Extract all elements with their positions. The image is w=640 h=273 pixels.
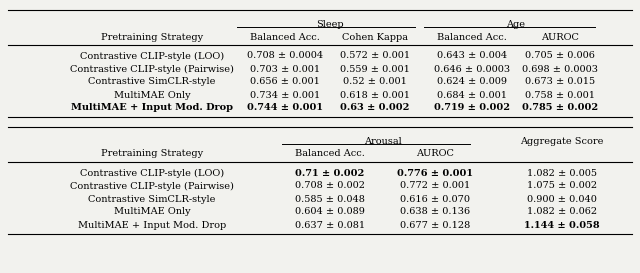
Text: 0.785 ± 0.002: 0.785 ± 0.002 <box>522 103 598 112</box>
Text: 0.772 ± 0.001: 0.772 ± 0.001 <box>400 182 470 191</box>
Text: 0.559 ± 0.001: 0.559 ± 0.001 <box>340 64 410 73</box>
Text: Contrastive CLIP-style (Pairwise): Contrastive CLIP-style (Pairwise) <box>70 182 234 191</box>
Text: Contrastive CLIP-style (LOO): Contrastive CLIP-style (LOO) <box>80 51 224 61</box>
Text: 0.616 ± 0.070: 0.616 ± 0.070 <box>400 194 470 203</box>
Text: 0.638 ± 0.136: 0.638 ± 0.136 <box>400 207 470 216</box>
Text: 0.624 ± 0.009: 0.624 ± 0.009 <box>437 78 507 87</box>
Text: 0.684 ± 0.001: 0.684 ± 0.001 <box>437 91 507 99</box>
Text: MultiMAE + Input Mod. Drop: MultiMAE + Input Mod. Drop <box>71 103 233 112</box>
Text: MultiMAE + Input Mod. Drop: MultiMAE + Input Mod. Drop <box>78 221 226 230</box>
Text: 0.744 ± 0.001: 0.744 ± 0.001 <box>247 103 323 112</box>
Text: 0.618 ± 0.001: 0.618 ± 0.001 <box>340 91 410 99</box>
Text: AUROC: AUROC <box>416 150 454 159</box>
Text: 0.656 ± 0.001: 0.656 ± 0.001 <box>250 78 320 87</box>
Text: MultiMAE Only: MultiMAE Only <box>114 91 190 99</box>
Text: MultiMAE Only: MultiMAE Only <box>114 207 190 216</box>
Text: 0.673 ± 0.015: 0.673 ± 0.015 <box>525 78 595 87</box>
Text: 0.646 ± 0.0003: 0.646 ± 0.0003 <box>434 64 510 73</box>
Text: 0.643 ± 0.004: 0.643 ± 0.004 <box>437 52 507 61</box>
Text: Age: Age <box>506 20 525 29</box>
Text: 0.698 ± 0.0003: 0.698 ± 0.0003 <box>522 64 598 73</box>
Text: Contrastive CLIP-style (Pairwise): Contrastive CLIP-style (Pairwise) <box>70 64 234 73</box>
Text: 0.677 ± 0.128: 0.677 ± 0.128 <box>400 221 470 230</box>
Text: Contrastive SimCLR-style: Contrastive SimCLR-style <box>88 194 216 203</box>
Text: Sleep: Sleep <box>316 20 344 29</box>
Text: 0.63 ± 0.002: 0.63 ± 0.002 <box>340 103 410 112</box>
Text: Aggregate Score: Aggregate Score <box>520 137 604 146</box>
Text: 0.703 ± 0.001: 0.703 ± 0.001 <box>250 64 320 73</box>
Text: 0.705 ± 0.006: 0.705 ± 0.006 <box>525 52 595 61</box>
Text: 0.708 ± 0.0004: 0.708 ± 0.0004 <box>247 52 323 61</box>
Text: Pretraining Strategy: Pretraining Strategy <box>101 150 203 159</box>
Text: 0.585 ± 0.048: 0.585 ± 0.048 <box>295 194 365 203</box>
Text: 0.604 ± 0.089: 0.604 ± 0.089 <box>295 207 365 216</box>
Text: 0.719 ± 0.002: 0.719 ± 0.002 <box>434 103 510 112</box>
Text: 0.776 ± 0.001: 0.776 ± 0.001 <box>397 168 473 177</box>
Text: 0.708 ± 0.002: 0.708 ± 0.002 <box>295 182 365 191</box>
Text: 1.144 ± 0.058: 1.144 ± 0.058 <box>524 221 600 230</box>
Text: 0.52 ± 0.001: 0.52 ± 0.001 <box>343 78 407 87</box>
Text: 0.572 ± 0.001: 0.572 ± 0.001 <box>340 52 410 61</box>
Text: 1.075 ± 0.002: 1.075 ± 0.002 <box>527 182 597 191</box>
Text: AUROC: AUROC <box>541 32 579 41</box>
Text: Balanced Acc.: Balanced Acc. <box>250 32 320 41</box>
Text: 0.734 ± 0.001: 0.734 ± 0.001 <box>250 91 320 99</box>
Text: Pretraining Strategy: Pretraining Strategy <box>101 32 203 41</box>
Text: Balanced Acc.: Balanced Acc. <box>295 150 365 159</box>
Text: 1.082 ± 0.062: 1.082 ± 0.062 <box>527 207 597 216</box>
Text: Arousal: Arousal <box>364 137 401 146</box>
Text: 0.637 ± 0.081: 0.637 ± 0.081 <box>295 221 365 230</box>
Text: 0.71 ± 0.002: 0.71 ± 0.002 <box>296 168 365 177</box>
Text: Contrastive SimCLR-style: Contrastive SimCLR-style <box>88 78 216 87</box>
Text: 1.082 ± 0.005: 1.082 ± 0.005 <box>527 168 597 177</box>
Text: Cohen Kappa: Cohen Kappa <box>342 32 408 41</box>
Text: Contrastive CLIP-style (LOO): Contrastive CLIP-style (LOO) <box>80 168 224 177</box>
Text: 0.758 ± 0.001: 0.758 ± 0.001 <box>525 91 595 99</box>
Text: Balanced Acc.: Balanced Acc. <box>437 32 507 41</box>
Text: 0.900 ± 0.040: 0.900 ± 0.040 <box>527 194 597 203</box>
